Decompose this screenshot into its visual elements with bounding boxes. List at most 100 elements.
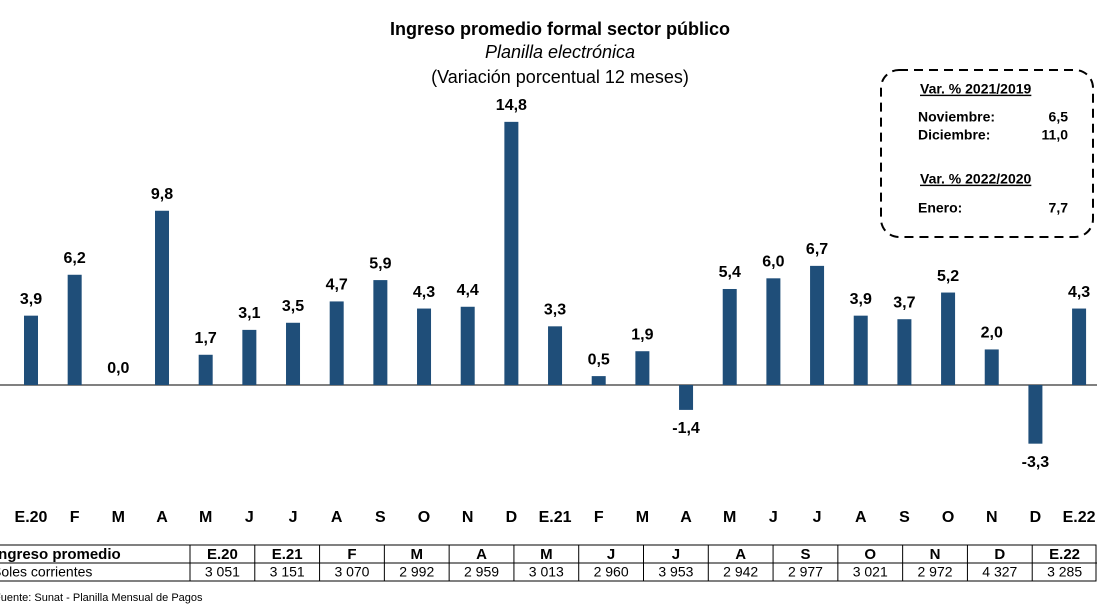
x-tick-label: J <box>813 509 822 526</box>
table-cell: 3 013 <box>529 564 564 580</box>
value-label: 3,9 <box>850 291 872 308</box>
table-header: M <box>540 546 553 563</box>
chart-subtitle: Planilla electrónica <box>485 42 635 62</box>
table-header: E.22 <box>1049 546 1080 563</box>
inset-text: Var. % 2022/2020 <box>920 171 1032 187</box>
value-label: 0,5 <box>588 351 610 368</box>
chart-subtitle: (Variación porcentual 12 meses) <box>431 67 689 87</box>
x-tick-label: A <box>156 509 168 526</box>
bar <box>373 280 388 385</box>
x-tick-label: D <box>506 509 518 526</box>
x-tick-label: J <box>245 509 254 526</box>
source-note: Fuente: Sunat - Planilla Mensual de Pago… <box>0 592 203 604</box>
value-label: 9,8 <box>151 186 173 203</box>
table-cell: 2 972 <box>918 564 953 580</box>
x-tick-label: J <box>769 509 778 526</box>
x-tick-label: E.20 <box>15 509 48 526</box>
bar <box>329 301 344 385</box>
value-label: 0,0 <box>107 360 129 377</box>
x-tick-label: F <box>70 509 80 526</box>
table-header: N <box>930 546 941 563</box>
table-cell: 2 977 <box>788 564 823 580</box>
table-header: F <box>347 546 356 563</box>
table-cell: 2 992 <box>399 564 434 580</box>
inset-text: 6,5 <box>1049 109 1069 125</box>
x-tick-label: N <box>462 509 474 526</box>
value-label: 4,7 <box>326 277 348 294</box>
x-tick-label: N <box>986 509 998 526</box>
bar <box>941 292 956 385</box>
x-tick-label: A <box>680 509 692 526</box>
value-label: 3,9 <box>20 291 42 308</box>
value-label: 5,2 <box>937 268 959 285</box>
inset-text: Var. % 2021/2019 <box>920 81 1032 97</box>
table-header: Ingreso promedio <box>0 546 121 563</box>
x-tick-label: M <box>636 509 649 526</box>
x-tick-label: J <box>289 509 298 526</box>
value-label: 4,3 <box>413 284 435 301</box>
bar <box>679 385 694 410</box>
x-tick-label: M <box>723 509 736 526</box>
value-label: 1,7 <box>195 330 217 347</box>
bar <box>198 354 213 385</box>
bar <box>242 329 257 385</box>
value-label: 3,1 <box>238 305 260 322</box>
bar <box>155 210 170 385</box>
bar <box>897 319 912 385</box>
x-tick-label: M <box>199 509 212 526</box>
value-label: 3,7 <box>893 294 915 311</box>
x-tick-label: F <box>594 509 604 526</box>
chart-title: Ingreso promedio formal sector público <box>390 19 730 39</box>
table-header: E.20 <box>207 546 238 563</box>
x-tick-label: S <box>375 509 386 526</box>
bar <box>984 349 999 385</box>
x-tick-label: O <box>418 509 430 526</box>
table-header: M <box>411 546 424 563</box>
table-cell: Soles corrientes <box>0 564 92 580</box>
inset-text: Enero: <box>918 200 962 216</box>
bar <box>286 322 301 385</box>
inset-box <box>880 69 1094 238</box>
bar <box>417 308 432 385</box>
value-label: 1,9 <box>631 326 653 343</box>
bar <box>766 278 781 385</box>
value-label: 14,8 <box>496 97 527 114</box>
table-cell: 3 021 <box>853 564 888 580</box>
inset-text: Diciembre: <box>918 127 990 143</box>
table-header: S <box>800 546 810 563</box>
table-cell: 3 151 <box>270 564 305 580</box>
bar <box>24 315 38 385</box>
value-label: -3,3 <box>1022 454 1050 471</box>
value-label: 5,4 <box>719 264 741 281</box>
x-tick-label: S <box>899 509 910 526</box>
table-header: A <box>476 546 487 563</box>
x-tick-label: A <box>855 509 867 526</box>
table-header: J <box>672 546 680 563</box>
bar <box>67 274 82 385</box>
table-cell: 3 070 <box>334 564 369 580</box>
table-header: E.21 <box>272 546 303 563</box>
bar <box>460 306 475 385</box>
x-tick-label: M <box>112 509 125 526</box>
table-cell: 2 942 <box>723 564 758 580</box>
value-label: 3,3 <box>544 302 566 319</box>
inset-text: Noviembre: <box>918 109 995 125</box>
value-label: 6,2 <box>64 250 86 267</box>
table-cell: 3 953 <box>658 564 693 580</box>
table-cell: 4 327 <box>982 564 1017 580</box>
table-header: J <box>607 546 615 563</box>
bar <box>722 288 737 385</box>
inset-text: 11,0 <box>1042 127 1069 143</box>
value-label: 4,4 <box>457 282 479 299</box>
bar <box>591 376 606 385</box>
value-label: 5,9 <box>369 255 391 272</box>
value-label: -1,4 <box>672 420 700 437</box>
bar <box>810 265 825 385</box>
x-tick-label: D <box>1030 509 1042 526</box>
bar <box>504 121 519 385</box>
table-cell: 3 051 <box>205 564 240 580</box>
x-tick-label: E.22 <box>1063 509 1096 526</box>
value-label: 3,5 <box>282 298 304 315</box>
value-label: 2,0 <box>981 325 1003 342</box>
